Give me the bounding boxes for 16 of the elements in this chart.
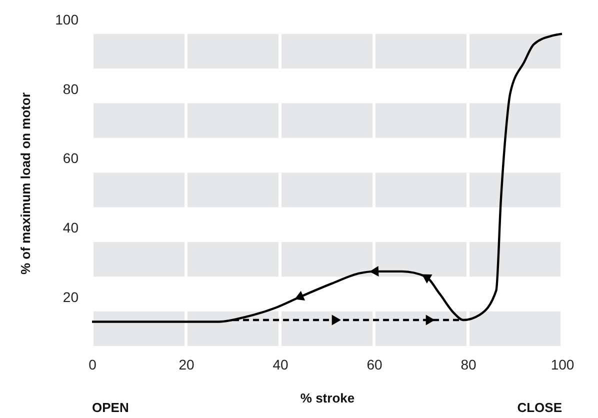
y-tick-label: 40 [62, 220, 79, 236]
line-series [90, 32, 564, 323]
x-tick-label: 20 [178, 356, 194, 372]
x-tick-label: 0 [88, 356, 97, 372]
x-tick-label: 60 [366, 356, 382, 372]
y-tick-label: 100 [55, 12, 79, 28]
y-tick-label: 20 [62, 288, 79, 305]
text: OPEN [92, 400, 129, 415]
x-tick-label: 80 [460, 356, 476, 372]
y-axis-title: % of maximum load on motor [18, 92, 34, 275]
y-tick-label: 80 [62, 80, 79, 97]
x-tick-label: 40 [272, 356, 288, 372]
text: CLOSE [517, 400, 562, 415]
x-axis-title: % stroke [300, 390, 355, 406]
x-tick-label: 100 [550, 356, 574, 372]
y-tick-label: 60 [62, 150, 79, 166]
